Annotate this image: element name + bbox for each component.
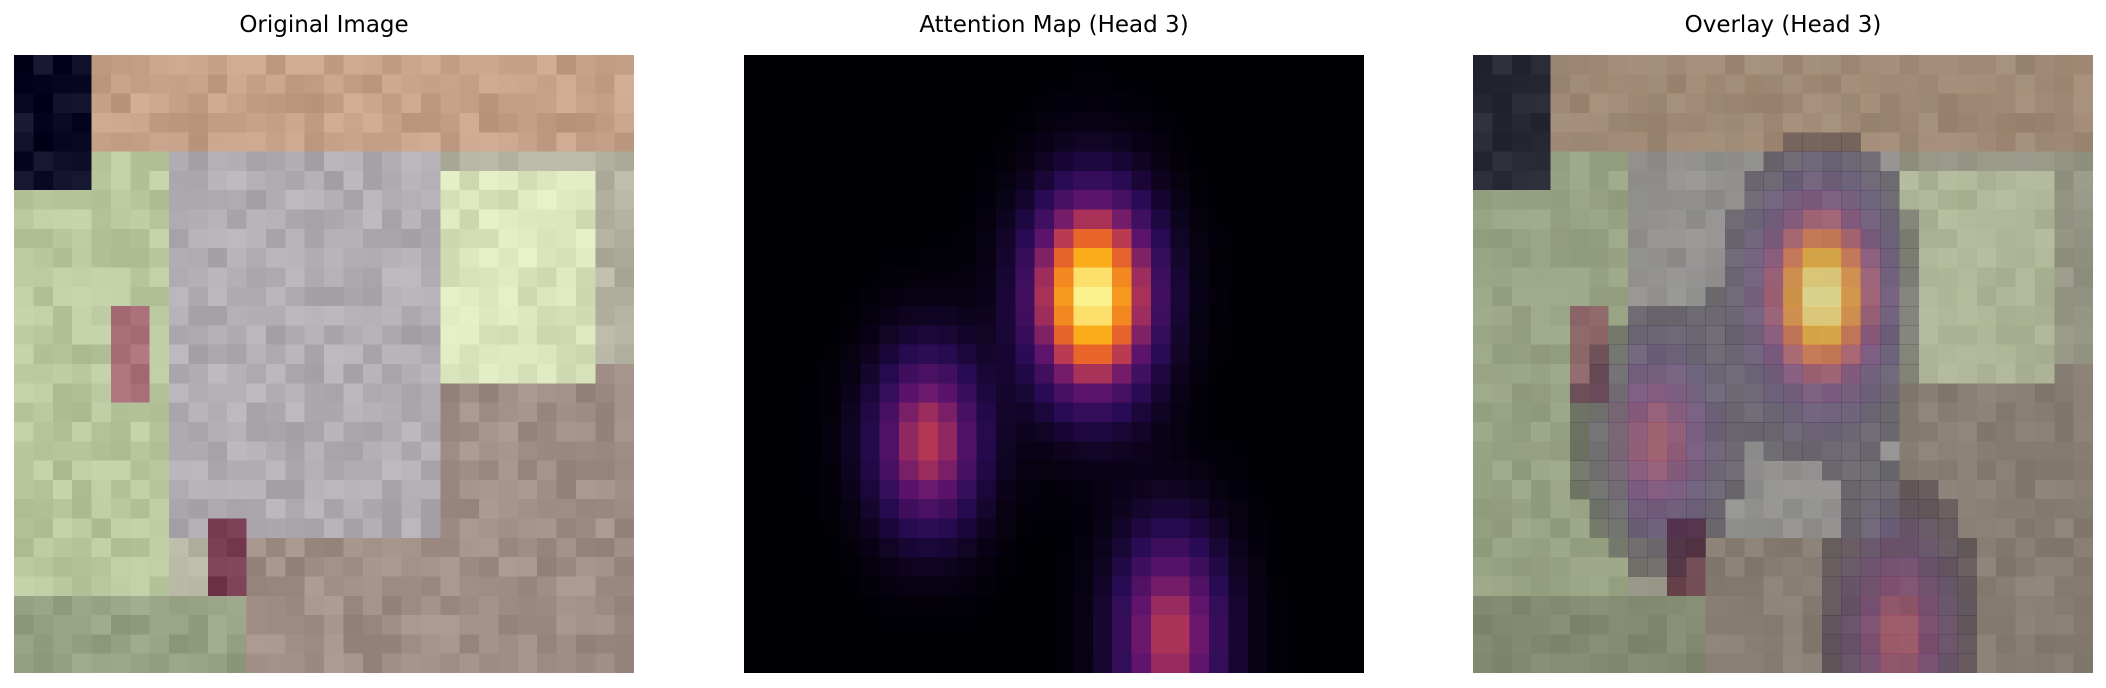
panel-attention-map: Attention Map (Head 3) bbox=[744, 0, 1364, 688]
panel-original-image: Original Image bbox=[14, 0, 634, 688]
panel-title: Original Image bbox=[239, 12, 409, 38]
panel-title: Overlay (Head 3) bbox=[1684, 12, 1882, 38]
attention-map-image bbox=[744, 55, 1364, 673]
panel-title: Attention Map (Head 3) bbox=[919, 12, 1189, 38]
panel-overlay: Overlay (Head 3) bbox=[1473, 0, 2093, 688]
original-image bbox=[14, 55, 634, 673]
overlay-image bbox=[1473, 55, 2093, 673]
